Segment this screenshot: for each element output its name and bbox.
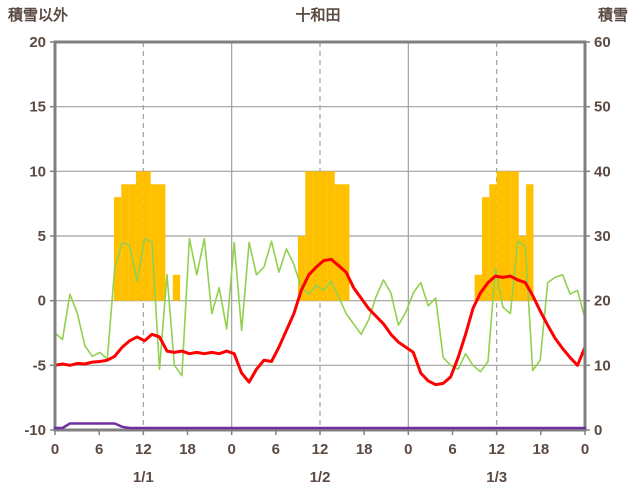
sunshine-bar [526,184,534,301]
right-axis-tick-label: 20 [594,293,611,310]
sunshine-bar [474,274,482,301]
purple-line [53,422,587,430]
day-label: 1/1 [133,469,154,486]
sunshine-bar [342,184,350,301]
right-axis-tick-label: 30 [594,228,611,245]
sunshine-bar [135,171,144,301]
right-axis-tick-label: 0 [594,422,602,439]
right-axis-tick-label: 40 [594,163,611,180]
day-label: 1/2 [310,469,331,486]
sunshine-bar [496,171,505,301]
sunshine-bar [143,171,151,301]
sunshine-bar [158,184,166,301]
sunshine-bar [481,197,490,301]
x-axis-tick-label: 18 [532,441,549,458]
sunshine-bar [150,184,159,301]
x-axis-tick-label: 0 [404,441,412,458]
sunshine-bar [121,184,129,301]
right-axis-tick-label: 60 [594,34,611,51]
right-axis-tick-label: 10 [594,357,611,374]
x-axis-tick-label: 6 [448,441,456,458]
x-axis-tick-label: 0 [51,441,59,458]
x-axis-tick-label: 12 [135,441,152,458]
left-axis-tick-label: 0 [38,293,46,310]
left-axis-title: 積雪以外 [8,7,69,24]
sunshine-bar [504,171,512,301]
left-axis-tick-label: 20 [29,34,46,51]
right-axis-tick-label: 50 [594,99,611,116]
left-axis-tick-label: -10 [24,422,46,439]
x-axis-tick-label: 18 [179,441,196,458]
left-axis-tick-label: 15 [29,99,46,116]
sunshine-bar [305,171,313,301]
x-axis-tick-label: 6 [95,441,103,458]
right-axis-title: 積雪 [597,7,628,24]
left-axis-tick-label: -5 [33,357,46,374]
sunshine-bar [518,236,527,301]
x-axis-tick-label: 18 [356,441,373,458]
sunshine-bar [128,184,136,301]
sunshine-bar [327,171,335,301]
sunshine-bar [511,171,519,301]
chart-title: 十和田 [295,7,341,24]
red-line [53,257,587,387]
day-label: 1/3 [486,469,507,486]
sunshine-bar [320,171,328,301]
sunshine-bar [172,274,181,301]
left-axis-tick-label: 10 [29,163,46,180]
sunshine-bar [489,184,497,301]
sunshine-bar [312,171,320,301]
x-axis-tick-label: 0 [227,441,235,458]
x-axis-tick-label: 6 [272,441,280,458]
green-line [54,237,586,377]
sunshine-bar [334,184,343,301]
x-axis-tick-label: 12 [488,441,505,458]
x-axis-tick-label: 12 [312,441,329,458]
sunshine-bar [297,236,306,301]
sunshine-bar [113,197,122,301]
x-axis-tick-label: 0 [581,441,589,458]
left-axis-tick-label: 5 [38,228,46,245]
